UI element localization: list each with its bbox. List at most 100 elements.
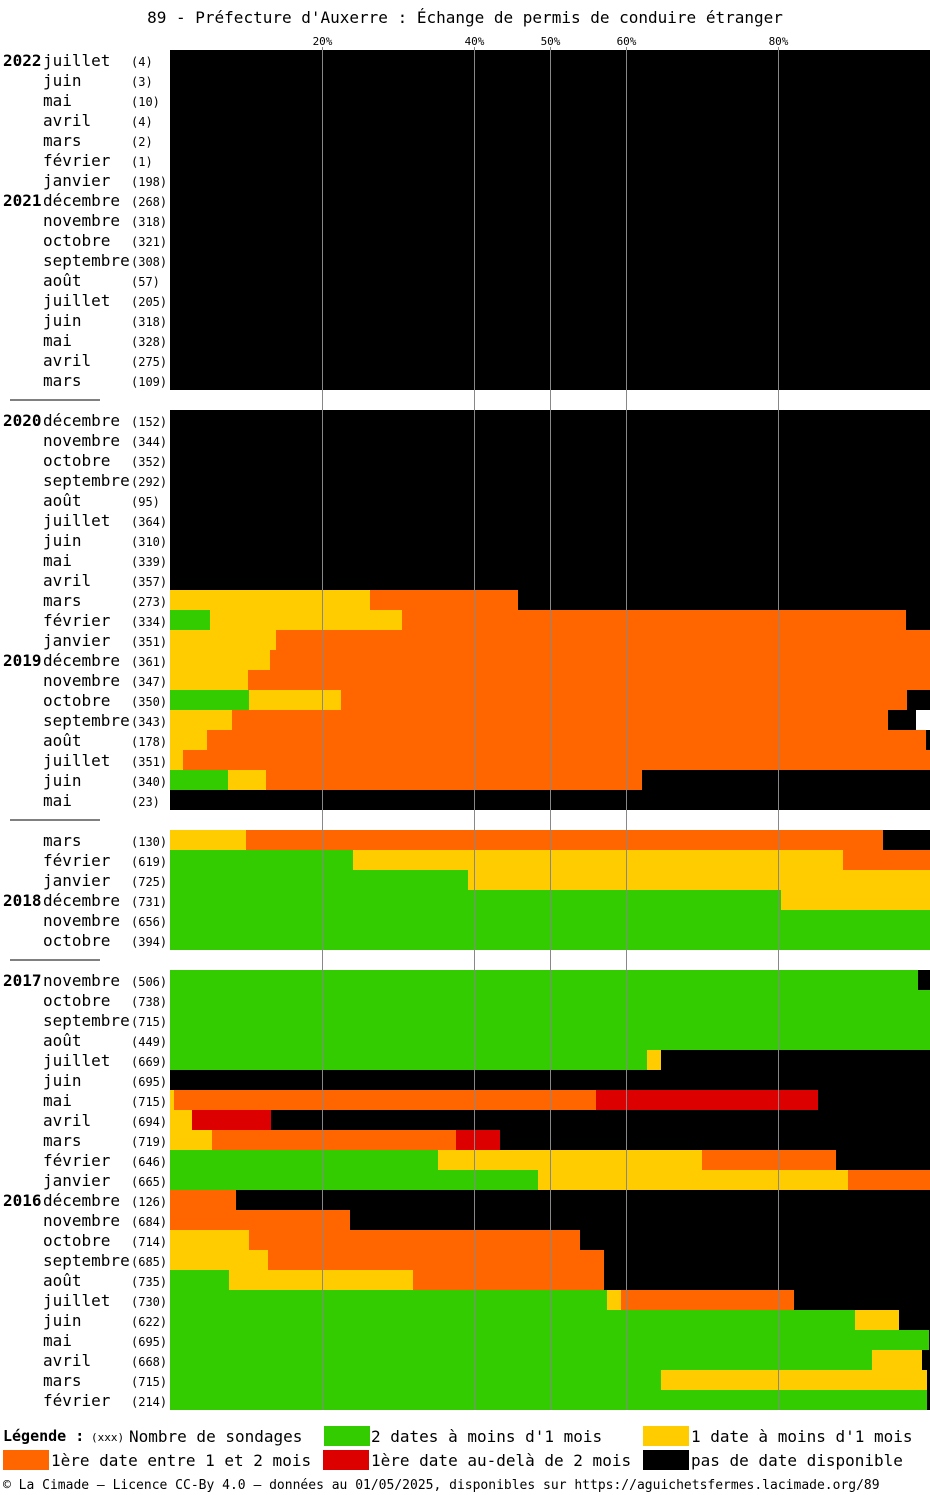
month-label: novembre (43, 971, 120, 990)
bar-segment-orange (249, 1230, 580, 1250)
month-label: décembre (43, 1191, 120, 1210)
count-label: (321) (131, 235, 167, 249)
bar-segment-yellow (607, 1290, 621, 1310)
month-label: novembre (43, 211, 120, 230)
count-label: (735) (131, 1275, 167, 1289)
month-label: octobre (43, 1231, 110, 1250)
bar-segment-green (170, 610, 210, 630)
month-label: mars (43, 831, 82, 850)
legend-label-green: 2 dates à moins d'1 mois (371, 1427, 603, 1446)
bar-segment-green (170, 890, 781, 910)
month-label: mai (43, 331, 72, 350)
count-label: (4) (131, 115, 153, 129)
bar-segment-yellow (170, 750, 183, 770)
bar-segment-yellow (353, 850, 843, 870)
month-label: décembre (43, 191, 120, 210)
count-label: (95) (131, 495, 160, 509)
year-label: 2018 (3, 891, 42, 910)
bar-segment-red (596, 1090, 818, 1110)
month-label: février (43, 611, 111, 630)
bar-segment-yellow (170, 1230, 249, 1250)
count-label: (292) (131, 475, 167, 489)
row-labels-layer: 2022 juillet (4)juin (3)mai (10)avril (4)mars… (3, 51, 167, 1410)
count-label: (350) (131, 695, 167, 709)
month-label: mars (43, 1371, 82, 1390)
chart-area: 20% 40% 50% 60% 80% 2022 juillet (4)juin (3)mai… (3, 35, 930, 1410)
bar-segment-orange (248, 670, 930, 690)
count-label: (738) (131, 995, 167, 1009)
legend-swatch-yellow (643, 1426, 689, 1446)
count-label: (109) (131, 375, 167, 389)
bar-segment-yellow (781, 890, 930, 910)
count-label: (695) (131, 1335, 167, 1349)
count-label: (4) (131, 55, 153, 69)
bar-segment-orange (413, 1270, 604, 1290)
count-label: (731) (131, 895, 167, 909)
count-label: (273) (131, 595, 167, 609)
bar-segment-black (518, 590, 930, 610)
month-label: août (43, 1271, 82, 1290)
month-label: décembre (43, 891, 120, 910)
bar-segment-yellow (170, 590, 370, 610)
bar-segment-orange (232, 710, 888, 730)
count-label: (357) (131, 575, 167, 589)
x-tick-label: 50% (541, 35, 561, 48)
month-label: mars (43, 131, 82, 150)
count-label: (646) (131, 1155, 167, 1169)
bar-segment-black (883, 830, 930, 850)
count-label: (23) (131, 795, 160, 809)
legend-swatch-red (323, 1450, 369, 1470)
month-label: juin (43, 771, 82, 790)
tick-labels-layer: 20% 40% 50% 60% 80% (313, 35, 789, 48)
bar-segment-black (906, 610, 930, 630)
count-label: (656) (131, 915, 167, 929)
count-label: (57) (131, 275, 160, 289)
count-label: (268) (131, 195, 167, 209)
month-label: septembre (43, 1251, 130, 1270)
legend-swatch-orange (3, 1450, 49, 1470)
bar-segment-black (888, 710, 916, 730)
bar-segment-orange (843, 850, 930, 870)
month-label: juillet (43, 1051, 110, 1070)
bar-segment-yellow (872, 1350, 922, 1370)
bar-segment-yellow (438, 1150, 702, 1170)
bar-segment-black (818, 1090, 930, 1110)
count-label: (339) (131, 555, 167, 569)
legend-count-label: Nombre de sondages (129, 1427, 303, 1446)
bar-segment-green (170, 1390, 927, 1410)
month-label: octobre (43, 991, 110, 1010)
count-label: (130) (131, 835, 167, 849)
bar-segment-black (642, 770, 930, 790)
legend: Légende : (xxx) Nombre de sondages 2 dat… (0, 1424, 930, 1474)
count-label: (344) (131, 435, 167, 449)
year-label: 2020 (3, 411, 42, 430)
count-label: (340) (131, 775, 167, 789)
bar-segment-orange (702, 1150, 836, 1170)
bar-segment-green (170, 690, 249, 710)
count-label: (308) (131, 255, 167, 269)
legend-swatch-green (324, 1426, 370, 1446)
count-label: (730) (131, 1295, 167, 1309)
count-label: (318) (131, 215, 167, 229)
month-label: janvier (43, 631, 111, 650)
legend-label-black: pas de date disponible (691, 1451, 903, 1470)
group-separators-layer (10, 399, 100, 961)
month-label: mai (43, 91, 72, 110)
count-label: (394) (131, 935, 167, 949)
month-label: juin (43, 1071, 82, 1090)
count-label: (152) (131, 415, 167, 429)
legend-swatch-black (643, 1450, 689, 1470)
bar-segment-yellow (855, 1310, 899, 1330)
count-label: (310) (131, 535, 167, 549)
count-label: (715) (131, 1095, 167, 1109)
bar-segment-black (661, 1050, 930, 1070)
bar-segment-black (899, 1310, 930, 1330)
bar-segment-orange (848, 1170, 930, 1190)
bar-segment-black (604, 1250, 930, 1270)
month-label: décembre (43, 651, 120, 670)
bar-segment-black (918, 970, 930, 990)
count-label: (1) (131, 155, 153, 169)
bars-layer (170, 50, 930, 1410)
bar-segment-yellow (538, 1170, 848, 1190)
bar-segment-green (170, 870, 468, 890)
